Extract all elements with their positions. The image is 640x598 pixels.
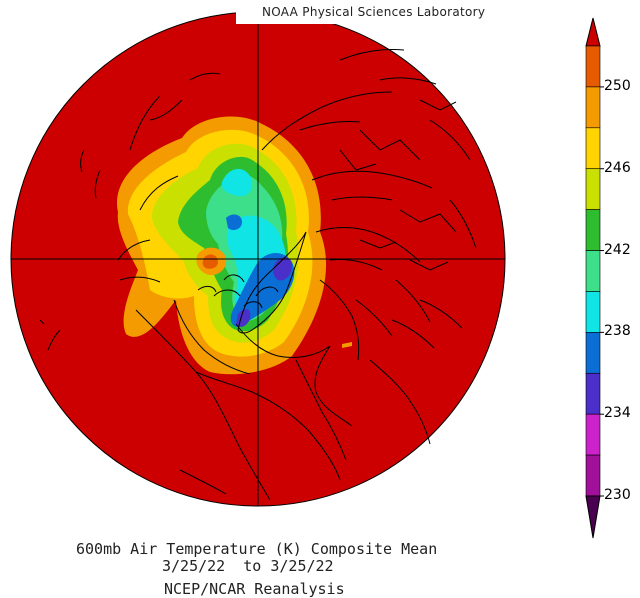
contour-236	[273, 257, 292, 281]
colorbar-bottom-arrow	[585, 495, 601, 539]
header-title: NOAA Physical Sciences Laboratory	[262, 5, 486, 19]
caption-date-range: 3/25/22 to 3/25/22	[162, 557, 334, 575]
colorbar-tick-label: 234	[604, 405, 631, 422]
colorbar-tick-label: 246	[604, 159, 631, 176]
temperature-field	[116, 116, 352, 375]
contour-240	[221, 168, 253, 197]
colorbar-tick-label: 230	[604, 487, 631, 503]
contour-238b	[226, 214, 242, 230]
header-banner: NOAA Physical Sciences Laboratory	[236, 4, 528, 24]
colorbar-segment	[585, 45, 601, 88]
colorbar-segment	[585, 291, 601, 333]
colorbar-segment	[585, 86, 601, 129]
colorbar-segment	[585, 332, 601, 374]
warm-spot	[342, 342, 352, 348]
caption-source: NCEP/NCAR Reanalysis	[164, 580, 345, 598]
colorbar-tick-label: 242	[604, 241, 631, 258]
colorbar-segment	[585, 168, 601, 210]
coastlines	[39, 49, 477, 501]
colorbar-tick-label: 250	[604, 77, 631, 94]
colorbar-segment	[585, 127, 601, 170]
colorbar-top-arrow	[585, 17, 601, 47]
colorbar-segment	[585, 209, 601, 251]
colorbar-segment	[585, 372, 601, 415]
caption-title: 600mb Air Temperature (K) Composite Mean	[76, 540, 438, 558]
colorbar	[585, 17, 604, 539]
colorbar-segment	[585, 454, 601, 497]
warm-anomaly-core	[202, 254, 218, 269]
colorbar-tick-label: 238	[604, 323, 631, 340]
colorbar-segment	[585, 413, 601, 456]
colorbar-segment	[585, 250, 601, 292]
